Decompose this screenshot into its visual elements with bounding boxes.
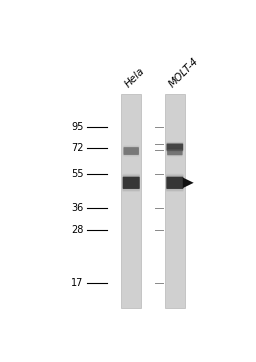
Text: MOLT-4: MOLT-4 <box>167 56 200 89</box>
Bar <box>121 94 141 308</box>
FancyBboxPatch shape <box>122 174 140 192</box>
Text: 36: 36 <box>71 203 83 213</box>
FancyBboxPatch shape <box>123 146 139 156</box>
FancyBboxPatch shape <box>166 143 183 151</box>
FancyBboxPatch shape <box>166 142 183 152</box>
FancyBboxPatch shape <box>123 147 139 155</box>
Text: 72: 72 <box>71 143 83 153</box>
FancyBboxPatch shape <box>166 175 184 191</box>
Text: Hela: Hela <box>123 66 147 89</box>
Text: 28: 28 <box>71 225 83 235</box>
FancyBboxPatch shape <box>122 175 140 191</box>
FancyBboxPatch shape <box>167 148 183 156</box>
Bar <box>165 94 185 308</box>
FancyBboxPatch shape <box>166 177 183 189</box>
Text: 55: 55 <box>71 169 83 180</box>
FancyBboxPatch shape <box>166 142 183 152</box>
Text: 17: 17 <box>71 278 83 288</box>
Polygon shape <box>183 177 194 188</box>
Text: 95: 95 <box>71 122 83 132</box>
FancyBboxPatch shape <box>123 177 140 189</box>
FancyBboxPatch shape <box>166 174 184 192</box>
FancyBboxPatch shape <box>167 149 183 155</box>
